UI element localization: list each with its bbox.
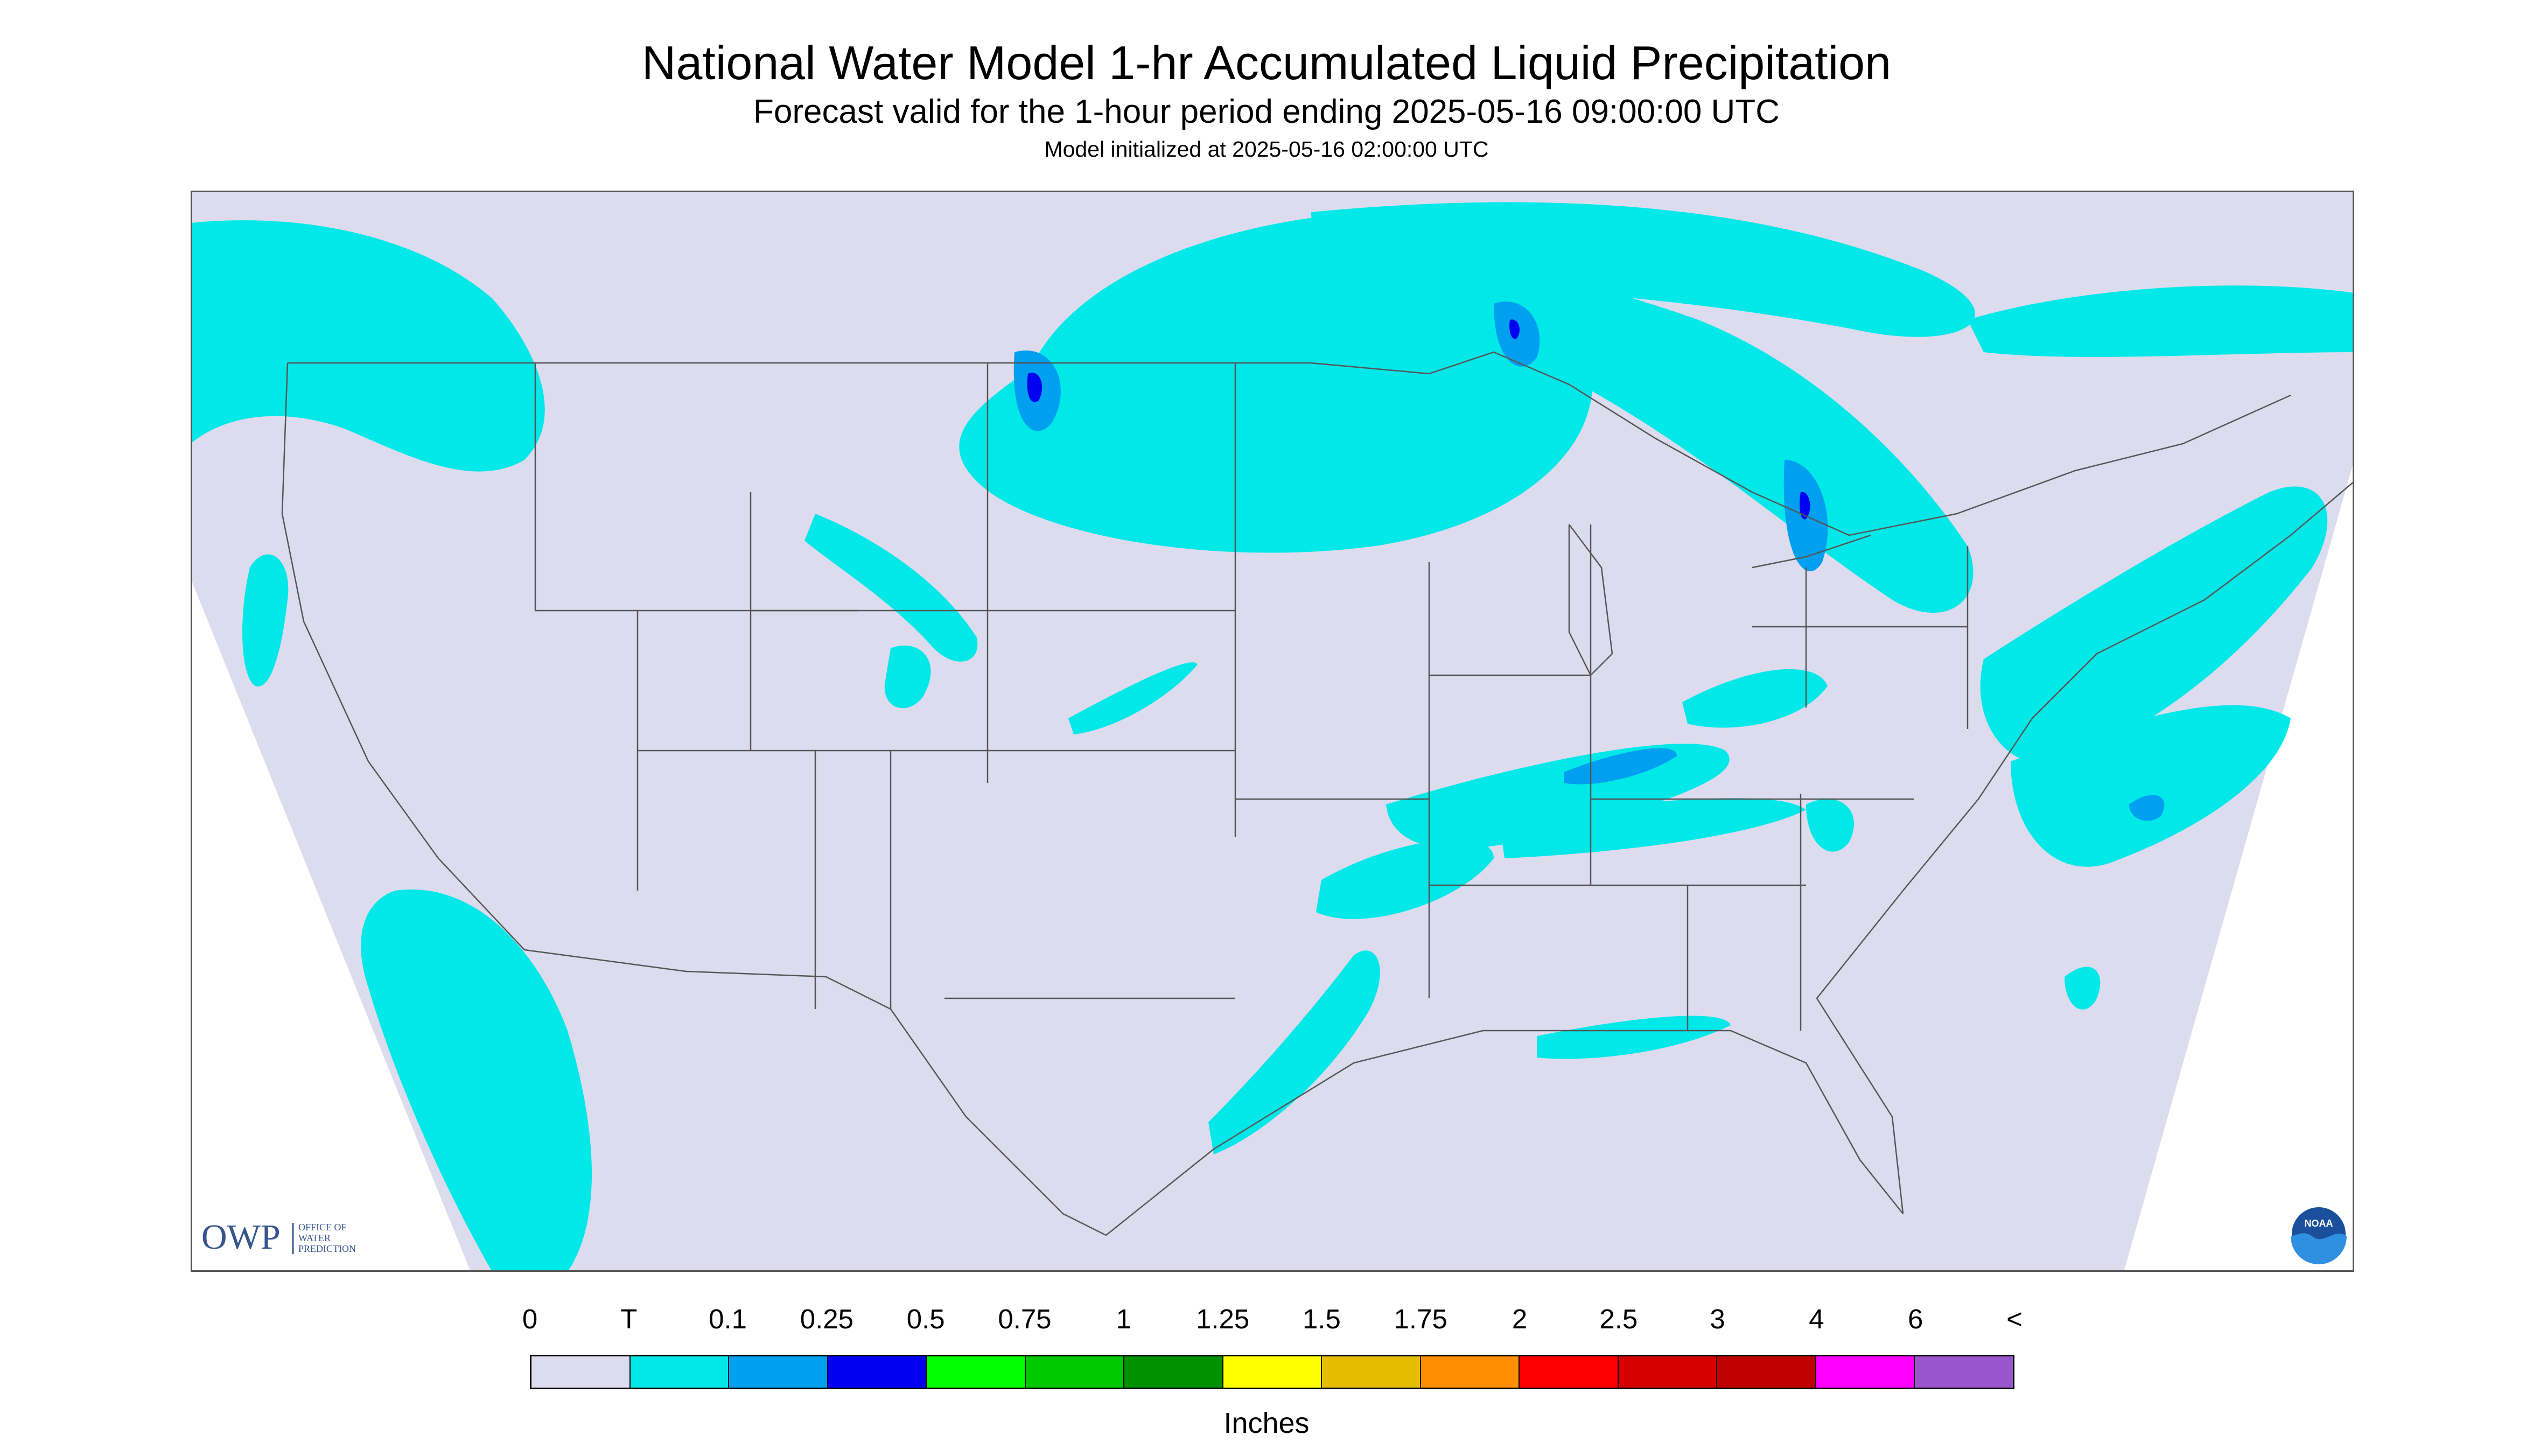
precip-nc-coast <box>1806 799 1854 852</box>
owp-logo-mark: OWP <box>201 1217 281 1257</box>
legend-swatch <box>1520 1356 1619 1388</box>
precip-wyoming-streak <box>884 645 931 709</box>
precip-moderate <box>1027 319 1810 520</box>
precip-nw-offshore <box>242 554 289 687</box>
precip-canada-east <box>1968 285 2354 357</box>
legend-tick-label: 2 <box>1512 1304 1528 1334</box>
precip-atlantic-core <box>2129 795 2165 821</box>
legend-labels: 0 T 0.1 0.25 0.5 0.75 1 1.25 1.5 1.75 2 2.5 3 4 6 < <box>0 1303 2533 1341</box>
legend-swatch <box>927 1356 1026 1388</box>
precip-michigan-spot <box>1800 492 1810 520</box>
precip-kansas-streak <box>1068 662 1198 734</box>
precip-atlantic <box>2011 705 2291 867</box>
noaa-logo-mark: NOAA <box>2305 1218 2333 1229</box>
map-subtitle: Forecast valid for the 1-hour period end… <box>753 93 1780 130</box>
legend-swatch <box>729 1356 828 1388</box>
legend-swatch <box>1717 1356 1816 1388</box>
precip-texas-coast <box>1208 950 1380 1154</box>
gulf-coast <box>1105 1030 1904 1236</box>
no-data-left <box>191 578 471 1272</box>
noaa-logo: NOAA <box>2290 1205 2348 1264</box>
legend-tick-label: 3 <box>1710 1304 1725 1334</box>
precip-gulf-coast <box>1537 1016 1731 1059</box>
legend-tick-label: 0.1 <box>709 1304 747 1334</box>
legend-swatch <box>1322 1356 1421 1388</box>
legend-swatch <box>1915 1356 2013 1388</box>
legend-swatch <box>828 1356 927 1388</box>
legend-swatch <box>1816 1356 1915 1388</box>
state-line-12 <box>1428 562 1591 676</box>
legend-swatch <box>1223 1356 1323 1388</box>
lake-michigan <box>1568 524 1613 677</box>
west-coast <box>281 362 525 950</box>
legend-tick-label: 6 <box>1908 1304 1923 1334</box>
legend-swatch <box>531 1356 631 1388</box>
legend-swatch <box>1025 1356 1125 1388</box>
owp-logo-text-3: PREDICTION <box>298 1243 356 1254</box>
precip-mn-spot <box>1509 319 1520 339</box>
us-canada-border <box>288 351 2291 536</box>
legend-tick-label: 1.25 <box>1195 1304 1250 1334</box>
legend-swatch <box>1421 1356 1520 1388</box>
legend-swatch <box>1618 1356 1718 1388</box>
owp-logo-text-1: OFFICE OF <box>298 1222 347 1233</box>
precip-trace <box>191 202 2354 1272</box>
lake-erie <box>1752 534 1871 569</box>
legend-tick-label: < <box>2006 1304 2023 1334</box>
boundary-lines <box>281 351 2354 1236</box>
map-title: National Water Model 1-hr Accumulated Li… <box>641 36 1892 89</box>
east-coast <box>1816 481 2354 1214</box>
precip-se-offshore <box>2065 967 2101 1010</box>
legend-tick-label: 0.25 <box>800 1304 854 1334</box>
legend-tick-label: T <box>620 1304 638 1334</box>
legend-swatch <box>630 1356 730 1388</box>
map-frame <box>191 191 2354 1272</box>
precip-kentucky-core <box>1564 748 1677 785</box>
legend-tick-label: 0 <box>522 1304 538 1334</box>
legend-units: Inches <box>1223 1407 1310 1439</box>
legend-tick-label: 0.5 <box>906 1304 945 1334</box>
precip-canada-north <box>1311 202 1975 337</box>
legend-color-bar <box>530 1355 2014 1389</box>
precip-tennessee-band <box>1499 798 1806 858</box>
legend-swatch <box>1124 1356 1223 1388</box>
precip-ohio-valley <box>1682 669 1828 728</box>
model-init-line: Model initialized at 2025-05-16 02:00:00… <box>1044 137 1489 162</box>
owp-logo-text-2: WATER <box>298 1233 331 1243</box>
legend-tick-label: 4 <box>1809 1304 1824 1334</box>
precip-arklatex-band <box>1316 839 1494 919</box>
legend-tick-label: 1.5 <box>1302 1304 1341 1334</box>
precip-rockies-streak <box>804 514 978 662</box>
precip-pacific-nw <box>191 220 545 472</box>
legend-tick-label: 0.75 <box>998 1304 1052 1334</box>
no-data-right <box>2124 460 2354 1272</box>
precipitation-map: OWP OFFICE OF WATER PREDICTION NOAA <box>191 191 2354 1272</box>
legend-tick-label: 1.75 <box>1394 1304 1447 1334</box>
precip-nd-spot <box>1027 373 1042 402</box>
precip-baja <box>361 889 592 1272</box>
legend-tick-label: 2.5 <box>1599 1304 1638 1334</box>
legend-tick-label: 1 <box>1116 1304 1131 1334</box>
owp-logo: OWP OFFICE OF WATER PREDICTION <box>201 1217 356 1257</box>
